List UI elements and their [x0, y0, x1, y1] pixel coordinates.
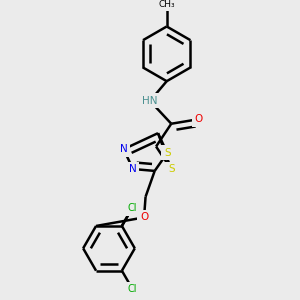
- Text: Cl: Cl: [128, 284, 137, 294]
- Text: HN: HN: [142, 96, 158, 106]
- Text: Cl: Cl: [127, 204, 136, 214]
- Text: O: O: [140, 212, 148, 222]
- Text: S: S: [164, 148, 171, 158]
- Text: S: S: [168, 164, 175, 174]
- Text: O: O: [194, 114, 203, 124]
- Text: Cl: Cl: [128, 202, 137, 212]
- Text: CH₃: CH₃: [158, 0, 175, 9]
- Text: N: N: [120, 144, 128, 154]
- Text: N: N: [129, 164, 137, 174]
